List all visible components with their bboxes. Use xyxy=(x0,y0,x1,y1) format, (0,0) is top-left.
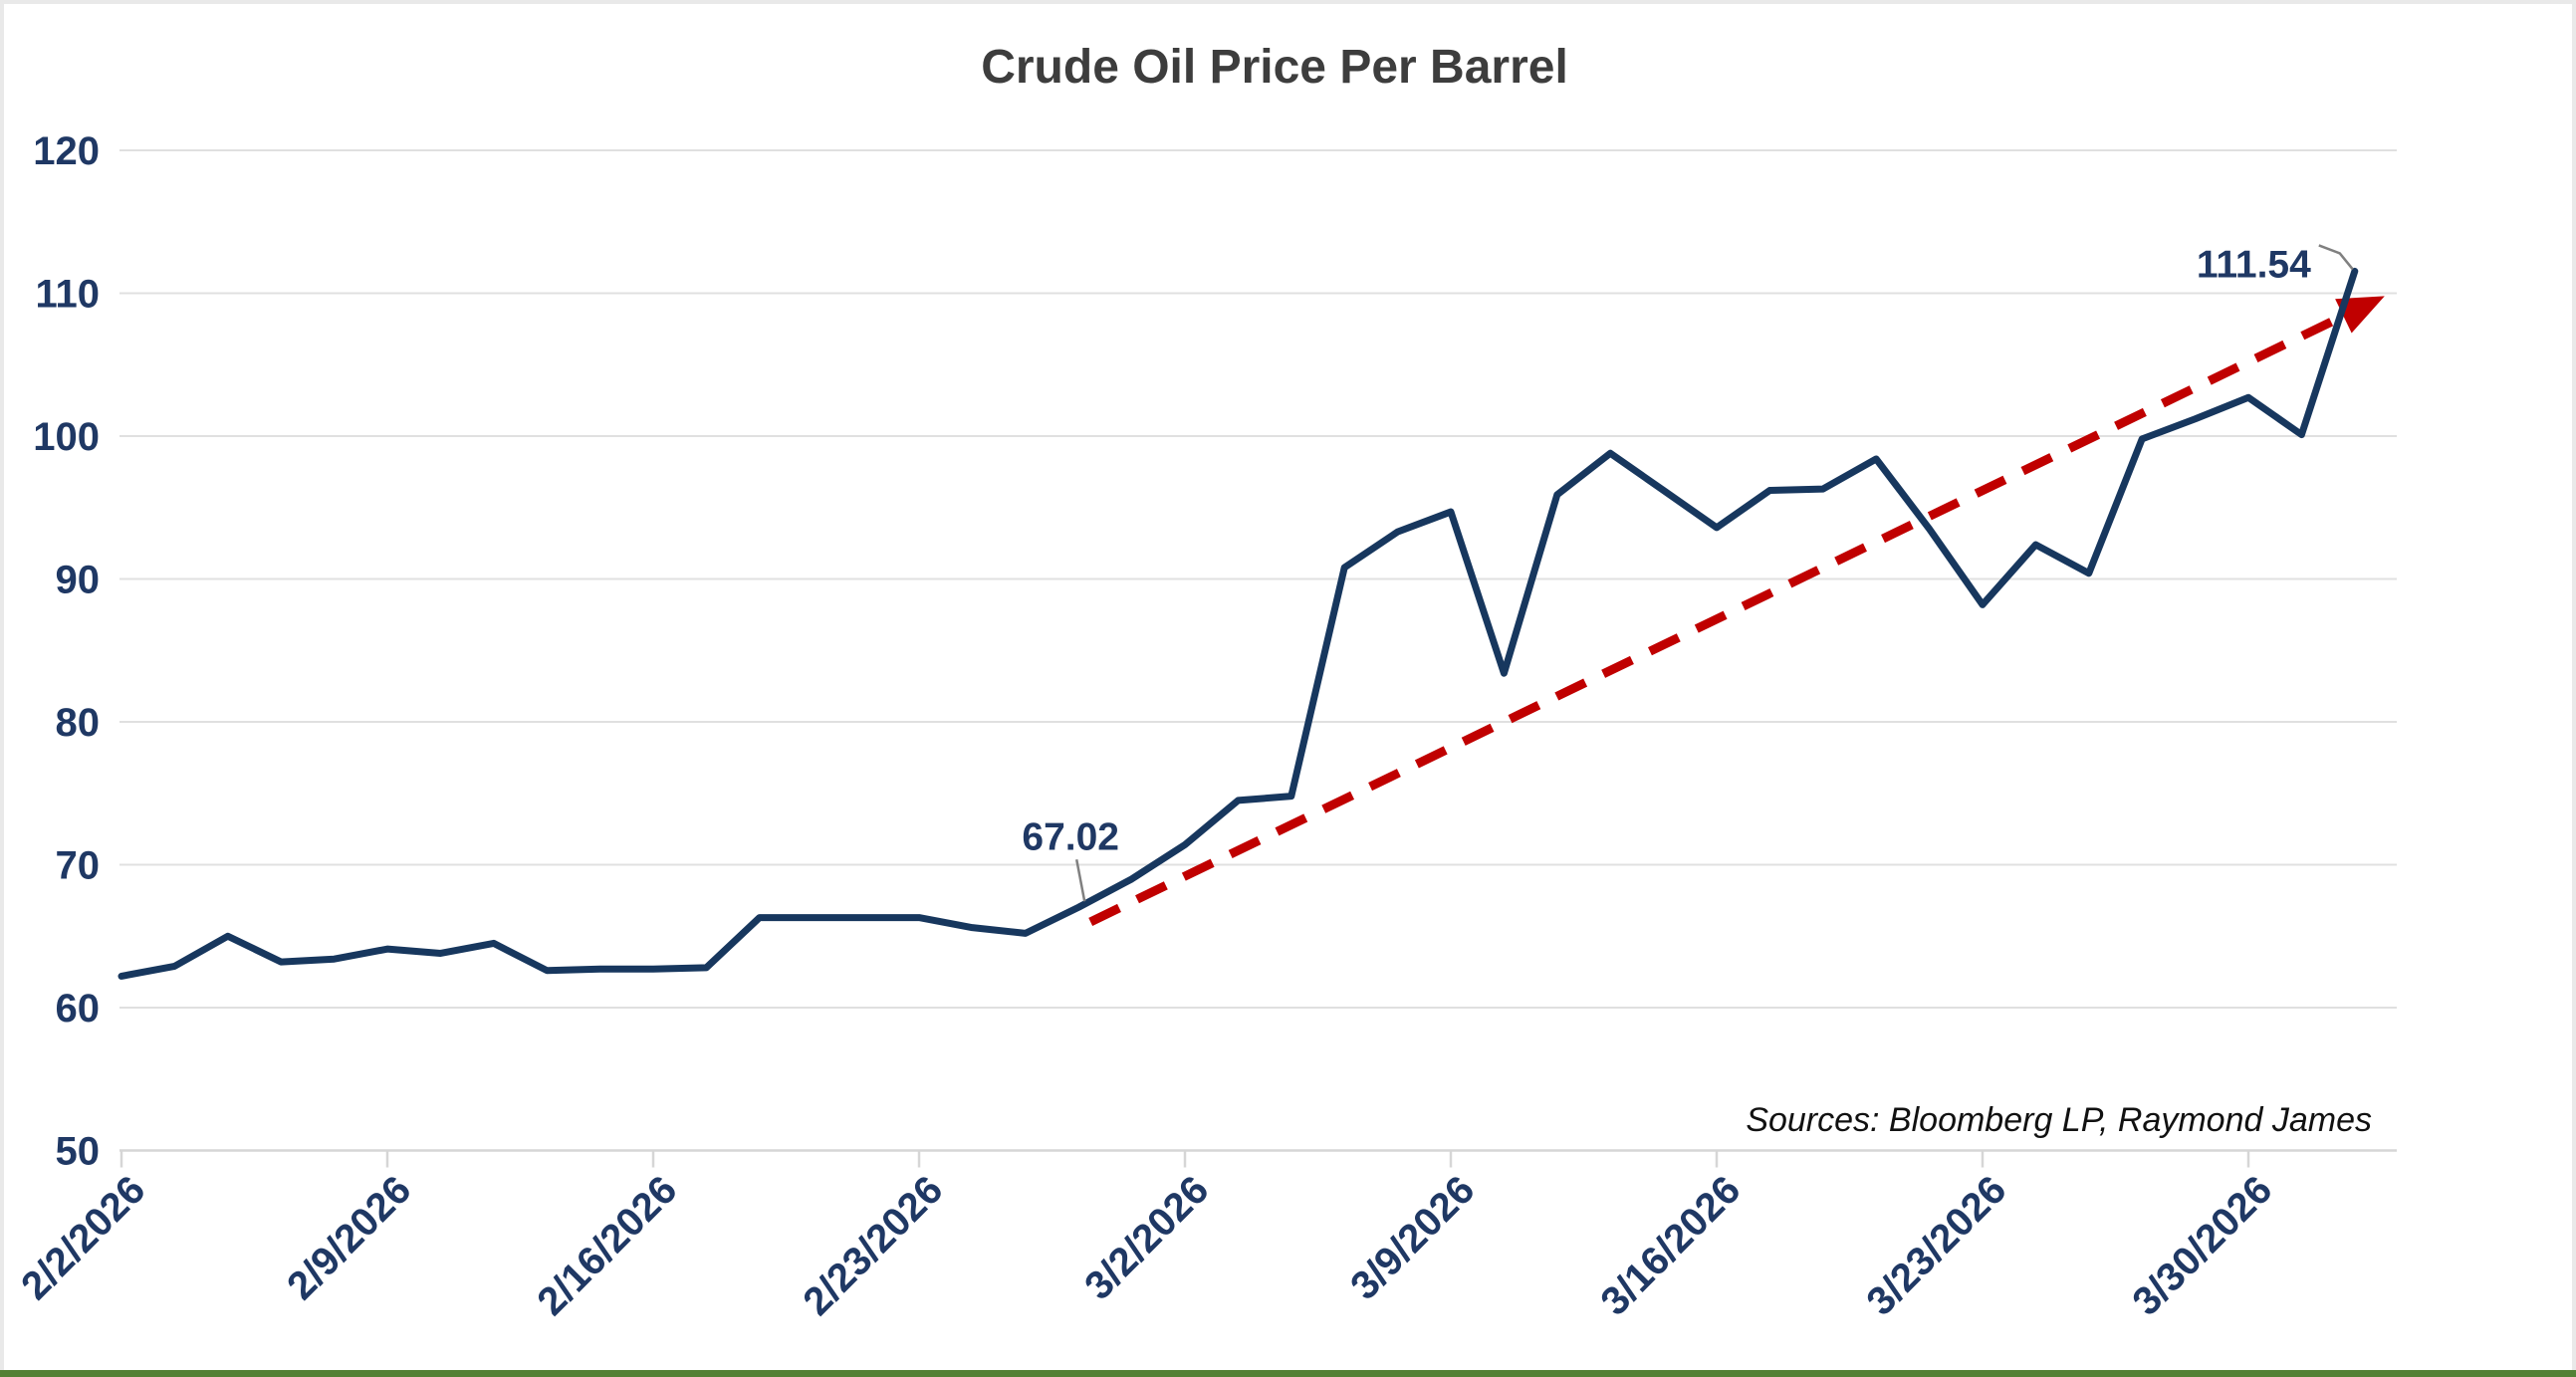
annotation-67-02: 67.02 xyxy=(1022,815,1119,858)
chart-title: Crude Oil Price Per Barrel xyxy=(981,41,1568,94)
price-line xyxy=(117,267,2359,980)
y-tick-label: 120 xyxy=(33,129,100,173)
x-tick-label: 3/16/2026 xyxy=(1592,1168,1749,1324)
y-tick-label: 100 xyxy=(33,415,100,459)
x-axis-ticks xyxy=(119,1150,2250,1168)
crude-oil-price-chart: 50 60 70 80 90 100 110 120 2/2/2026 2/9/2026 2/16… xyxy=(4,4,2572,1370)
x-tick-label: 3/23/2026 xyxy=(1858,1168,2014,1324)
x-tick-label: 2/9/2026 xyxy=(279,1168,419,1308)
y-tick-label: 70 xyxy=(56,844,101,888)
x-tick-label: 2/23/2026 xyxy=(795,1168,951,1324)
x-tick-label: 2/2/2026 xyxy=(13,1168,153,1308)
x-tick-label: 3/2/2026 xyxy=(1076,1168,1217,1308)
x-tick-label: 2/16/2026 xyxy=(529,1168,685,1324)
y-tick-label: 50 xyxy=(56,1130,101,1174)
y-tick-label: 90 xyxy=(56,559,101,602)
gridlines xyxy=(119,149,2397,1009)
annotation-111-54: 111.54 xyxy=(2197,243,2311,286)
y-axis-labels: 50 60 70 80 90 100 110 120 xyxy=(33,129,100,1174)
trend-arrow-line xyxy=(1088,308,2353,926)
source-note: Sources: Bloomberg LP, Raymond James xyxy=(1746,1101,2372,1139)
x-axis-labels: 2/2/2026 2/9/2026 2/16/2026 2/23/2026 3/2/20… xyxy=(13,1168,2280,1324)
annotation-leader-111 xyxy=(2318,244,2354,271)
chart-svg: 50 60 70 80 90 100 110 120 2/2/2026 2/9/2026 2/16… xyxy=(13,41,2397,1324)
bottom-green-border xyxy=(0,1370,2576,1377)
trend-arrowhead-icon xyxy=(2335,296,2385,334)
y-tick-label: 80 xyxy=(56,701,101,745)
annotation-leader-67 xyxy=(1074,859,1086,902)
y-tick-label: 110 xyxy=(35,273,100,317)
x-tick-label: 3/9/2026 xyxy=(1342,1168,1483,1308)
y-tick-label: 60 xyxy=(56,987,101,1031)
x-tick-label: 3/30/2026 xyxy=(2124,1168,2280,1324)
